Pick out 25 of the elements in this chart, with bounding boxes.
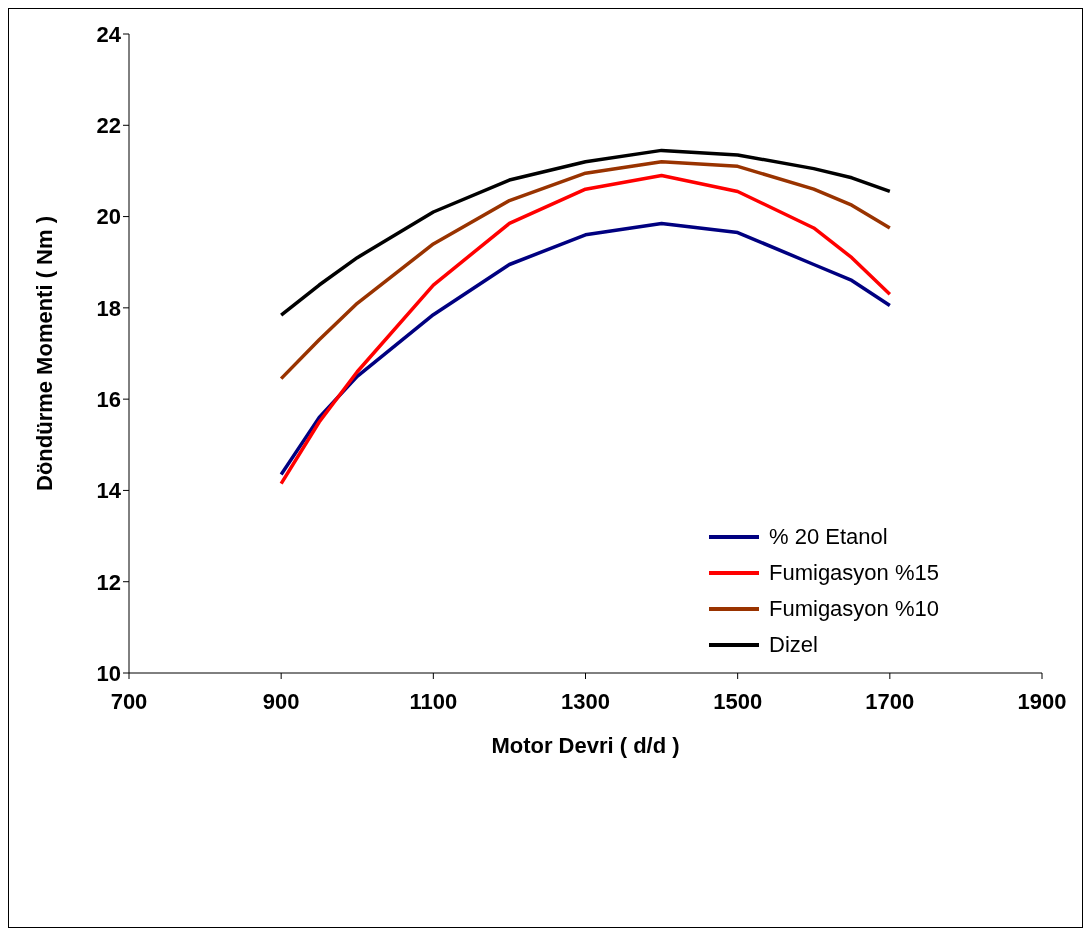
line-series [279, 148, 892, 317]
line-series [279, 221, 892, 477]
y-tick-label: 10 [96, 660, 121, 686]
y-tick-label: 12 [96, 569, 121, 595]
x-tick-label: 1900 [1017, 688, 1067, 714]
y-tick-label: 16 [96, 386, 121, 412]
legend-label: Dizel [769, 632, 818, 658]
x-tick-label: 700 [110, 688, 148, 714]
x-axis-title: Motor Devri ( d/d ) [491, 733, 680, 758]
legend-label: % 20 Etanol [769, 524, 888, 550]
legend-label: Fumigasyon %15 [769, 560, 939, 586]
line-series [279, 160, 892, 381]
y-tick-label: 22 [96, 113, 121, 139]
y-tick-label: 20 [96, 204, 121, 230]
legend-label: Fumigasyon %10 [769, 596, 939, 622]
y-tick-label: 14 [96, 478, 122, 504]
y-tick-label: 24 [96, 21, 122, 47]
y-axis-title: Döndürme Momenti ( Nm ) [31, 216, 57, 491]
x-tick-label: 1700 [865, 688, 915, 714]
x-tick-label: 1100 [409, 688, 458, 714]
y-tick-label: 18 [96, 295, 121, 321]
x-tick-label: 1300 [561, 688, 610, 714]
line-series [279, 173, 892, 486]
x-tick-label: 1500 [713, 688, 763, 714]
x-tick-label: 900 [262, 688, 300, 714]
